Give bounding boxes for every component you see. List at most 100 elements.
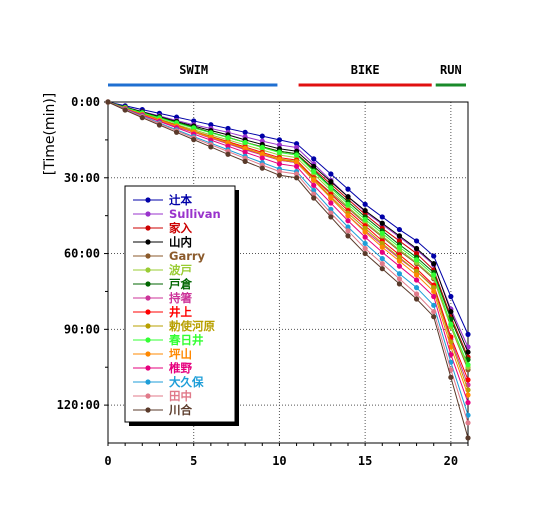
data-point [396,238,403,244]
legend-item: 田中 [133,389,192,403]
data-point [448,293,454,300]
legend-label: 田中 [169,389,192,403]
data-point [431,293,437,300]
data-point [413,285,420,291]
data-point [345,228,351,234]
legend-label: 山内 [169,235,192,249]
data-point [345,213,351,219]
y-tick-label: 90:00 [64,322,100,336]
data-point [311,177,317,183]
x-axis-ticks: 0 5 10 15 20 [104,443,469,468]
data-point [293,144,300,151]
data-point [242,158,248,164]
series-line [107,101,469,416]
data-point [328,210,334,216]
data-point [396,276,403,282]
legend-item: 家入 [133,221,192,235]
data-point [448,321,454,327]
data-point [276,161,283,167]
data-point [345,218,351,224]
data-point [276,142,283,148]
series-line [107,101,469,396]
data-point [448,309,454,315]
data-point [328,206,334,212]
data-point [156,122,163,128]
legend-label: 井上 [169,305,192,319]
y-tick-label: 30:00 [64,171,100,185]
data-point [293,159,300,165]
data-point [242,129,248,135]
data-point [379,240,385,247]
y-tick-label: 60:00 [64,247,100,261]
data-point [362,201,368,207]
data-point [431,302,437,308]
data-point [431,314,437,320]
data-point [311,168,317,175]
data-point [413,245,420,252]
data-point [311,195,317,201]
x-tick-label: 0 [104,454,111,468]
legend-swatch-marker [145,379,151,385]
y-tick-label: 0:00 [71,95,100,109]
data-point [293,163,300,170]
x-tick-label: 15 [358,454,372,468]
legend-swatch-marker [145,281,151,287]
data-point [293,141,300,147]
data-point [328,195,334,201]
data-point [311,187,317,194]
series-line [107,101,469,423]
data-point [328,171,334,177]
series-line [107,101,469,365]
data-point [345,201,351,207]
legend-swatch-marker [145,225,151,231]
data-point [311,191,317,197]
legend: 辻本Sullivan家入山内Garry波戸戸倉持箸井上勅使河原春日井坪山椎野大久… [124,185,239,426]
series-12 [105,99,471,406]
legend-label: Sullivan [169,207,221,221]
data-point [379,214,385,220]
data-point [413,272,420,278]
data-point [242,149,248,155]
data-point [362,229,368,235]
legend-label: Garry [169,249,206,263]
data-point [345,186,351,192]
data-point [431,309,437,315]
data-point [413,296,420,302]
data-point [396,271,403,277]
data-point [311,163,317,170]
y-axis-ticks: 0:00 30:00 60:00 90:00 120:00 [57,95,108,412]
data-point [413,268,420,274]
legend-swatch-marker [145,351,151,357]
series-line [107,101,469,439]
data-point [448,359,454,365]
legend-swatch-marker [145,253,151,259]
data-point [208,130,214,136]
legend-swatch-marker [145,309,151,315]
data-point [379,256,385,262]
data-point [396,281,403,287]
data-point [465,399,471,406]
legend-item: 椎野 [133,361,192,375]
data-point [431,285,437,291]
data-point [362,208,368,214]
x-tick-label: 20 [444,454,458,468]
data-point [345,194,351,200]
data-point [448,344,454,350]
phase-bars: SWIM BIKE RUN [108,63,466,87]
legend-swatch-marker [145,295,151,301]
data-point [379,230,385,236]
data-point [173,129,180,135]
data-point [208,122,214,128]
data-point [293,171,300,177]
data-point [413,238,420,244]
data-point [345,224,351,230]
data-point [465,412,471,418]
legend-swatch-marker [145,407,151,413]
data-point [293,175,300,181]
legend-label: 大久保 [169,375,204,389]
data-point [448,374,454,380]
data-point [225,151,231,157]
data-point [276,137,283,143]
data-point [276,149,283,156]
data-point [465,435,471,441]
